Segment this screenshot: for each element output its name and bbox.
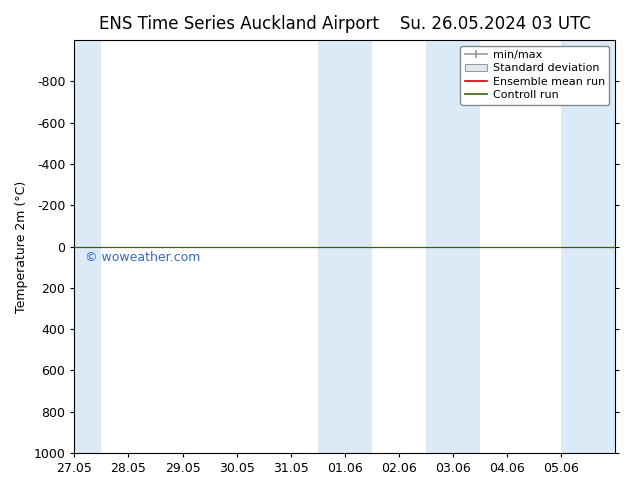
Title: ENS Time Series Auckland Airport    Su. 26.05.2024 03 UTC: ENS Time Series Auckland Airport Su. 26.… [99,15,591,33]
Bar [318,40,372,453]
Legend: min/max, Standard deviation, Ensemble mean run, Controll run: min/max, Standard deviation, Ensemble me… [460,46,609,104]
Bar [425,40,480,453]
Bar [561,40,615,453]
Bar [74,40,101,453]
Y-axis label: Temperature 2m (°C): Temperature 2m (°C) [15,180,28,313]
Text: © woweather.com: © woweather.com [85,251,200,264]
